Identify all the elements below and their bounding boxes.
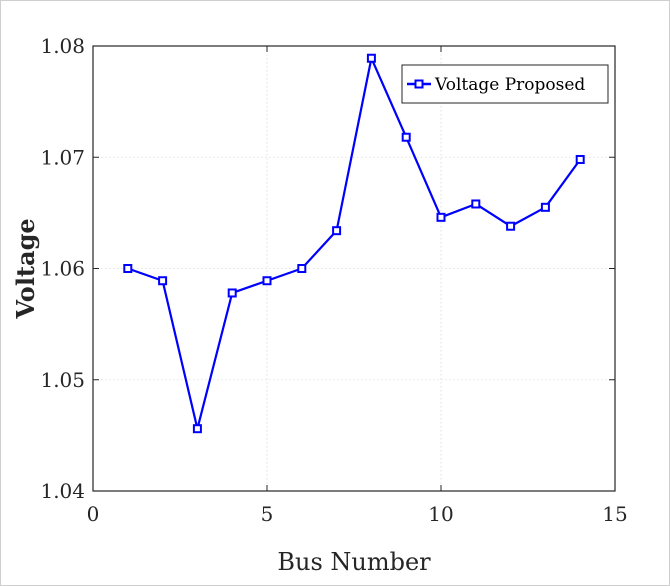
axis-ticks: 0 5 10 15 1.04 1.05 1.06 1.07 1.08	[40, 34, 627, 526]
grid	[93, 46, 615, 491]
legend-entry-label: Voltage Proposed	[434, 75, 585, 95]
data-point-marker	[540, 202, 550, 212]
series-layer	[123, 53, 585, 434]
x-tick-label: 15	[602, 502, 627, 526]
data-point-marker	[401, 132, 411, 142]
x-axis-label: Bus Number	[277, 548, 431, 576]
legend-marker	[414, 79, 424, 89]
data-point-marker	[123, 264, 133, 273]
x-tick-label: 0	[87, 502, 100, 526]
x-tick-label: 10	[428, 502, 453, 526]
data-point-marker	[436, 212, 446, 222]
legend: Voltage Proposed	[401, 64, 609, 104]
data-point-marker	[227, 288, 237, 298]
data-point-marker	[192, 424, 202, 434]
data-point-marker	[297, 264, 307, 273]
y-axis-label: Voltage	[11, 218, 40, 319]
data-point-marker	[471, 199, 481, 209]
data-point-marker	[158, 276, 168, 286]
series-line	[127, 57, 582, 430]
y-tick-label: 1.07	[40, 145, 85, 169]
data-point-marker	[575, 154, 585, 164]
y-tick-label: 1.05	[40, 368, 85, 392]
x-tick-label: 5	[261, 502, 274, 526]
y-tick-label: 1.04	[40, 479, 85, 503]
y-tick-label: 1.08	[40, 34, 85, 58]
data-point-marker	[366, 53, 376, 63]
legend-box	[401, 64, 609, 104]
data-point-marker	[332, 226, 342, 236]
y-tick-label: 1.06	[40, 257, 85, 281]
data-point-marker	[506, 221, 516, 231]
data-point-marker	[262, 276, 272, 286]
